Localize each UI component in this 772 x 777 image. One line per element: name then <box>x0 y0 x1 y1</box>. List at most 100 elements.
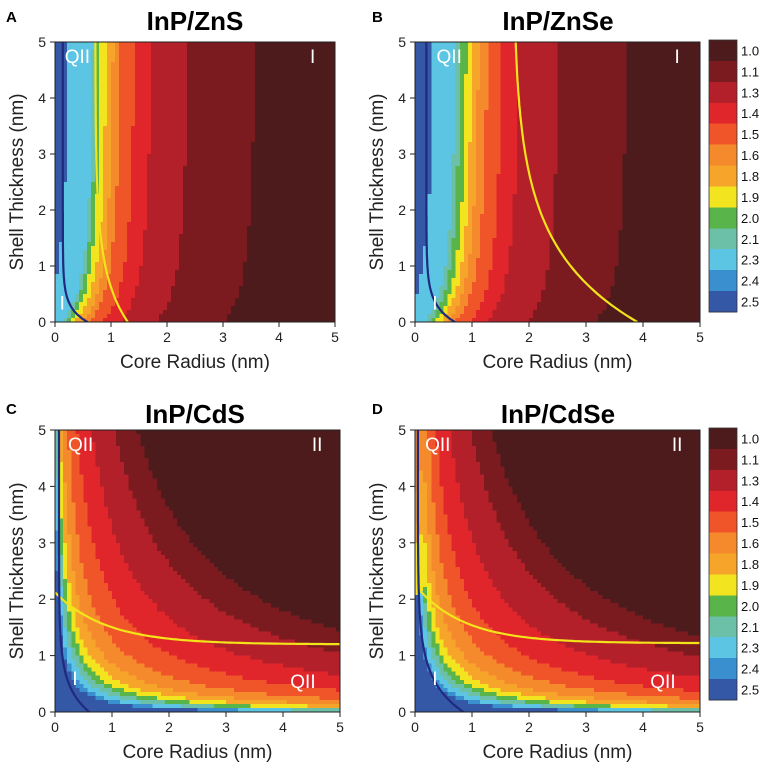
heatmap-cell <box>127 314 132 319</box>
heatmap-cell <box>307 234 312 239</box>
heatmap-cell <box>55 150 60 155</box>
heatmap-cell <box>283 94 288 99</box>
heatmap-cell <box>99 190 104 195</box>
heatmap-cell <box>79 166 84 171</box>
heatmap-cell <box>263 74 268 79</box>
heatmap-cell <box>255 214 260 219</box>
heatmap-cell <box>243 70 248 75</box>
heatmap-cell <box>55 162 60 167</box>
heatmap-cell <box>235 282 240 287</box>
heatmap-cell <box>175 306 180 311</box>
heatmap-cell <box>303 238 308 243</box>
heatmap-cell <box>279 170 284 175</box>
heatmap-cell <box>55 226 60 231</box>
heatmap-cell <box>159 118 164 123</box>
heatmap-cell <box>183 250 188 255</box>
heatmap-cell <box>323 126 328 131</box>
heatmap-cell <box>163 186 168 191</box>
heatmap-cell <box>183 102 188 107</box>
heatmap-cell <box>55 82 60 87</box>
heatmap-cell <box>287 102 292 107</box>
heatmap-cell <box>175 298 180 303</box>
heatmap-cell <box>215 262 220 267</box>
heatmap-cell <box>135 246 140 251</box>
heatmap-cell <box>55 98 60 103</box>
heatmap-cell <box>219 190 224 195</box>
heatmap-cell <box>275 190 280 195</box>
heatmap-cell <box>231 158 236 163</box>
heatmap-cell <box>183 198 188 203</box>
heatmap-cell <box>151 314 156 319</box>
heatmap-cell <box>131 246 136 251</box>
heatmap-cell <box>247 206 252 211</box>
heatmap-cell <box>307 222 312 227</box>
heatmap-cell <box>139 314 144 319</box>
heatmap-cell <box>115 186 120 191</box>
heatmap-cell <box>207 302 212 307</box>
heatmap-cell <box>163 246 168 251</box>
heatmap-cell <box>323 290 328 295</box>
heatmap-cell <box>111 62 116 67</box>
heatmap-cell <box>119 150 124 155</box>
heatmap-cell <box>191 306 196 311</box>
heatmap-cell <box>283 302 288 307</box>
heatmap-cell <box>295 98 300 103</box>
heatmap-cell <box>171 194 176 199</box>
heatmap-cell <box>315 254 320 259</box>
heatmap-cell <box>135 314 140 319</box>
heatmap-cell <box>315 190 320 195</box>
heatmap-cell <box>231 186 236 191</box>
heatmap-cell <box>299 214 304 219</box>
heatmap-cell <box>255 226 260 231</box>
heatmap-cell <box>291 106 296 111</box>
heatmap-cell <box>323 278 328 283</box>
heatmap-cell <box>259 94 264 99</box>
heatmap-cell <box>155 166 160 171</box>
heatmap-cell <box>267 82 272 87</box>
heatmap-cell <box>227 106 232 111</box>
heatmap-cell <box>103 154 108 159</box>
heatmap-cell <box>147 306 152 311</box>
heatmap-cell <box>87 310 92 315</box>
heatmap-cell <box>207 210 212 215</box>
heatmap-cell <box>295 314 300 319</box>
heatmap-cell <box>191 54 196 59</box>
heatmap-cell <box>291 230 296 235</box>
heatmap-cell <box>199 246 204 251</box>
heatmap-cell <box>135 222 140 227</box>
heatmap-cell <box>191 94 196 99</box>
heatmap-cell <box>103 166 108 171</box>
heatmap-cell <box>227 262 232 267</box>
heatmap-cell <box>135 198 140 203</box>
heatmap-cell <box>279 78 284 83</box>
heatmap-cell <box>267 254 272 259</box>
heatmap-cell <box>243 54 248 59</box>
heatmap-cell <box>279 162 284 167</box>
heatmap-cell <box>219 138 224 143</box>
heatmap-cell <box>295 262 300 267</box>
heatmap-cell <box>283 226 288 231</box>
heatmap-cell <box>319 266 324 271</box>
heatmap-cell <box>55 70 60 75</box>
heatmap-cell <box>215 278 220 283</box>
heatmap-cell <box>247 146 252 151</box>
heatmap-cell <box>295 50 300 55</box>
heatmap-cell <box>203 278 208 283</box>
heatmap-cell <box>243 202 248 207</box>
heatmap-cell <box>303 242 308 247</box>
heatmap-cell <box>199 138 204 143</box>
heatmap-cell <box>303 298 308 303</box>
heatmap-cell <box>171 98 176 103</box>
heatmap-cell <box>251 130 256 135</box>
heatmap-cell <box>187 114 192 119</box>
heatmap-cell <box>131 210 136 215</box>
heatmap-cell <box>259 298 264 303</box>
heatmap-cell <box>167 62 172 67</box>
heatmap-cell <box>199 278 204 283</box>
heatmap-cell <box>111 114 116 119</box>
heatmap-cell <box>251 250 256 255</box>
heatmap-cell <box>235 314 240 319</box>
heatmap-cell <box>239 158 244 163</box>
heatmap-cell <box>159 174 164 179</box>
heatmap-cell <box>151 98 156 103</box>
